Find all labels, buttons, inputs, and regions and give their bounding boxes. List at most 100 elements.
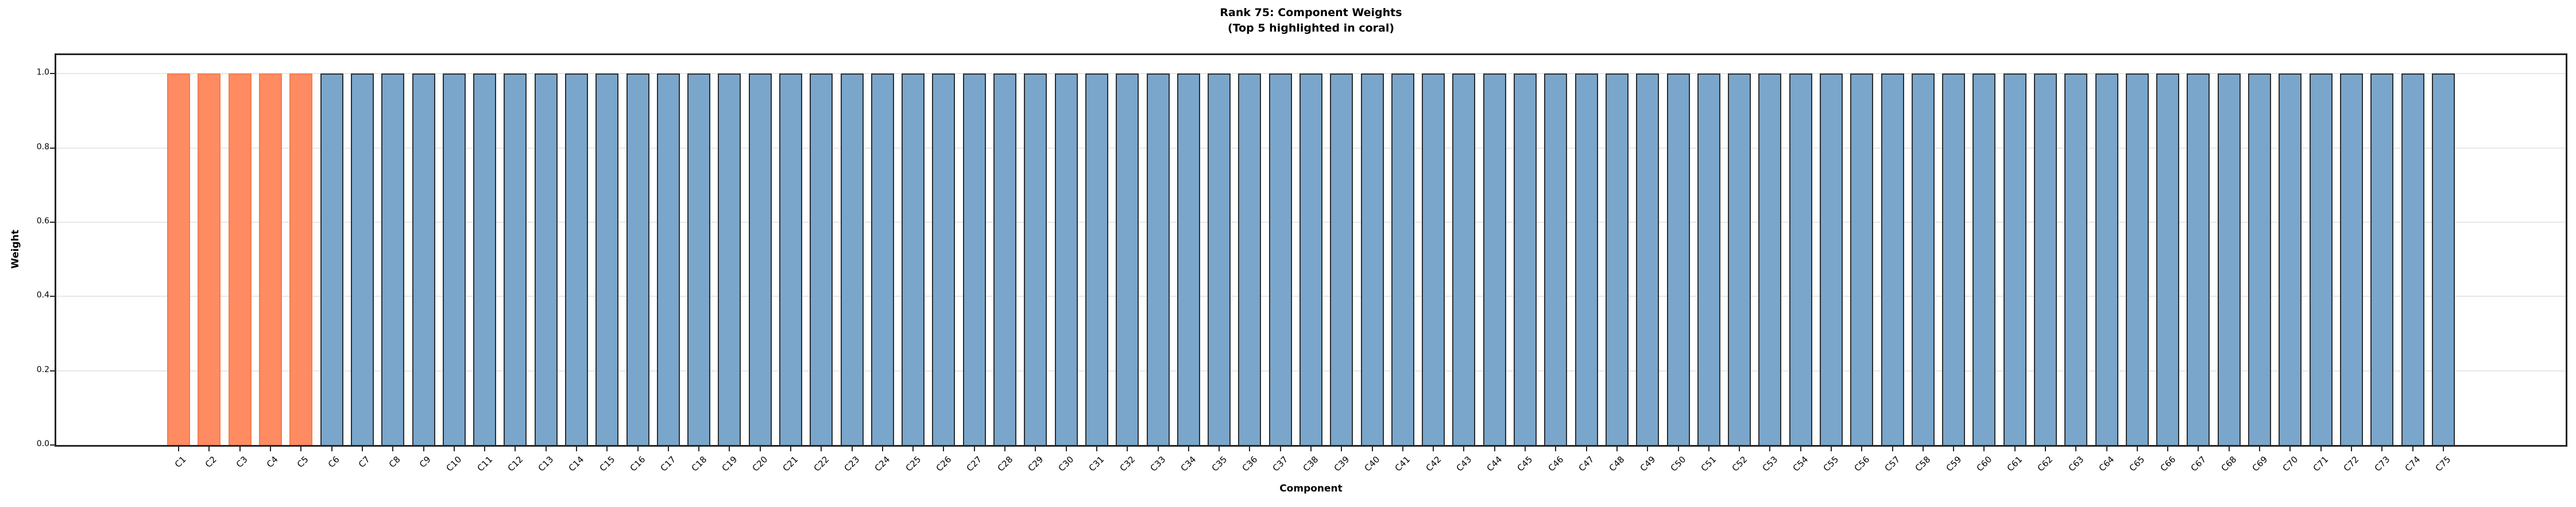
bar-C37 [1268, 73, 1292, 445]
x-tick-label-C16: C16 [628, 454, 648, 474]
bar-C48 [1605, 73, 1629, 445]
x-tick-label-C34: C34 [1178, 454, 1198, 474]
x-tick-label-C14: C14 [567, 454, 586, 474]
x-tick-mark-C30 [1065, 447, 1067, 451]
bar-C71 [2309, 73, 2333, 445]
bar-C31 [1085, 73, 1108, 445]
bar-C27 [962, 73, 986, 445]
x-tick-label-C30: C30 [1056, 454, 1076, 474]
x-tick-mark-C4 [270, 447, 272, 451]
x-tick-label-C15: C15 [597, 454, 617, 474]
bar-C59 [1942, 73, 1966, 445]
x-tick-mark-C18 [698, 447, 700, 451]
y-tick-mark-0.4 [50, 296, 55, 297]
x-tick-label-C23: C23 [842, 454, 862, 474]
x-tick-label-C11: C11 [475, 454, 494, 474]
bar-C66 [2156, 73, 2180, 445]
bar-C69 [2248, 73, 2272, 445]
x-tick-label-C65: C65 [2127, 454, 2147, 474]
x-tick-label-C27: C27 [964, 454, 984, 474]
x-tick-mark-C13 [545, 447, 547, 451]
bar-C6 [320, 73, 343, 445]
x-tick-label-C45: C45 [1515, 454, 1535, 474]
x-tick-mark-C73 [2381, 447, 2383, 451]
x-tick-label-C56: C56 [1852, 454, 1871, 474]
bar-C75 [2431, 73, 2455, 445]
x-tick-mark-C26 [943, 447, 945, 451]
x-tick-mark-C8 [392, 447, 394, 451]
bar-C46 [1544, 73, 1568, 445]
plot-area [55, 53, 2567, 447]
x-tick-label-C67: C67 [2188, 454, 2208, 474]
x-tick-mark-C1 [178, 447, 180, 451]
x-tick-mark-C17 [667, 447, 669, 451]
x-tick-mark-C34 [1188, 447, 1189, 451]
x-tick-label-C25: C25 [903, 454, 923, 474]
bar-C33 [1146, 73, 1170, 445]
bar-C70 [2279, 73, 2302, 445]
bar-C14 [564, 73, 588, 445]
x-tick-label-C72: C72 [2342, 454, 2361, 474]
x-tick-mark-C27 [973, 447, 975, 451]
x-tick-mark-C31 [1096, 447, 1097, 451]
bar-C51 [1697, 73, 1720, 445]
x-tick-mark-C60 [1983, 447, 1985, 451]
x-tick-label-C49: C49 [1638, 454, 1657, 474]
x-tick-mark-C56 [1861, 447, 1863, 451]
bar-C34 [1177, 73, 1200, 445]
x-tick-label-C26: C26 [934, 454, 954, 474]
x-tick-mark-C47 [1585, 447, 1587, 451]
x-tick-label-C1: C1 [172, 454, 188, 470]
bar-C21 [779, 73, 803, 445]
x-tick-mark-C3 [239, 447, 241, 451]
bar-C65 [2125, 73, 2149, 445]
bar-C8 [381, 73, 405, 445]
bar-C63 [2064, 73, 2088, 445]
x-tick-label-C7: C7 [356, 454, 372, 470]
x-tick-mark-C44 [1494, 447, 1495, 451]
x-tick-mark-C16 [637, 447, 639, 451]
bar-C1 [167, 73, 191, 445]
x-tick-label-C24: C24 [872, 454, 892, 474]
x-tick-label-C4: C4 [264, 454, 280, 470]
x-tick-mark-C61 [2014, 447, 2016, 451]
bar-C72 [2339, 73, 2363, 445]
y-tick-label-0.8: 0.8 [36, 142, 49, 152]
x-tick-label-C40: C40 [1362, 454, 1382, 474]
bar-C61 [2003, 73, 2026, 445]
x-tick-mark-C43 [1463, 447, 1465, 451]
x-tick-label-C9: C9 [417, 454, 434, 470]
x-tick-label-C59: C59 [1944, 454, 1963, 474]
x-tick-label-C6: C6 [326, 454, 342, 470]
x-tick-label-C66: C66 [2158, 454, 2177, 474]
x-tick-label-C43: C43 [1454, 454, 1474, 474]
bar-C39 [1330, 73, 1353, 445]
x-tick-label-C18: C18 [689, 454, 709, 474]
bar-C52 [1728, 73, 1751, 445]
x-tick-label-C29: C29 [1026, 454, 1046, 474]
x-tick-mark-C53 [1769, 447, 1771, 451]
x-tick-mark-C72 [2350, 447, 2352, 451]
x-tick-label-C48: C48 [1607, 454, 1627, 474]
x-tick-mark-C42 [1433, 447, 1434, 451]
x-tick-label-C74: C74 [2403, 454, 2423, 474]
bar-C50 [1666, 73, 1690, 445]
x-tick-label-C60: C60 [1974, 454, 1994, 474]
x-tick-label-C21: C21 [781, 454, 800, 474]
x-tick-mark-C24 [881, 447, 883, 451]
x-tick-mark-C40 [1371, 447, 1373, 451]
x-tick-mark-C71 [2320, 447, 2322, 451]
x-tick-mark-C58 [1922, 447, 1924, 451]
x-tick-label-C62: C62 [2036, 454, 2055, 474]
y-tick-label-1.0: 1.0 [36, 68, 49, 78]
bar-C16 [626, 73, 649, 445]
chart-title-line1: Rank 75: Component Weights [1220, 6, 1402, 19]
x-tick-label-C51: C51 [1699, 454, 1719, 474]
bar-C43 [1452, 73, 1476, 445]
y-tick-mark-0.0 [50, 444, 55, 446]
x-tick-label-C75: C75 [2433, 454, 2453, 474]
x-tick-mark-C14 [575, 447, 577, 451]
x-tick-mark-C32 [1127, 447, 1128, 451]
y-tick-mark-0.8 [50, 147, 55, 149]
